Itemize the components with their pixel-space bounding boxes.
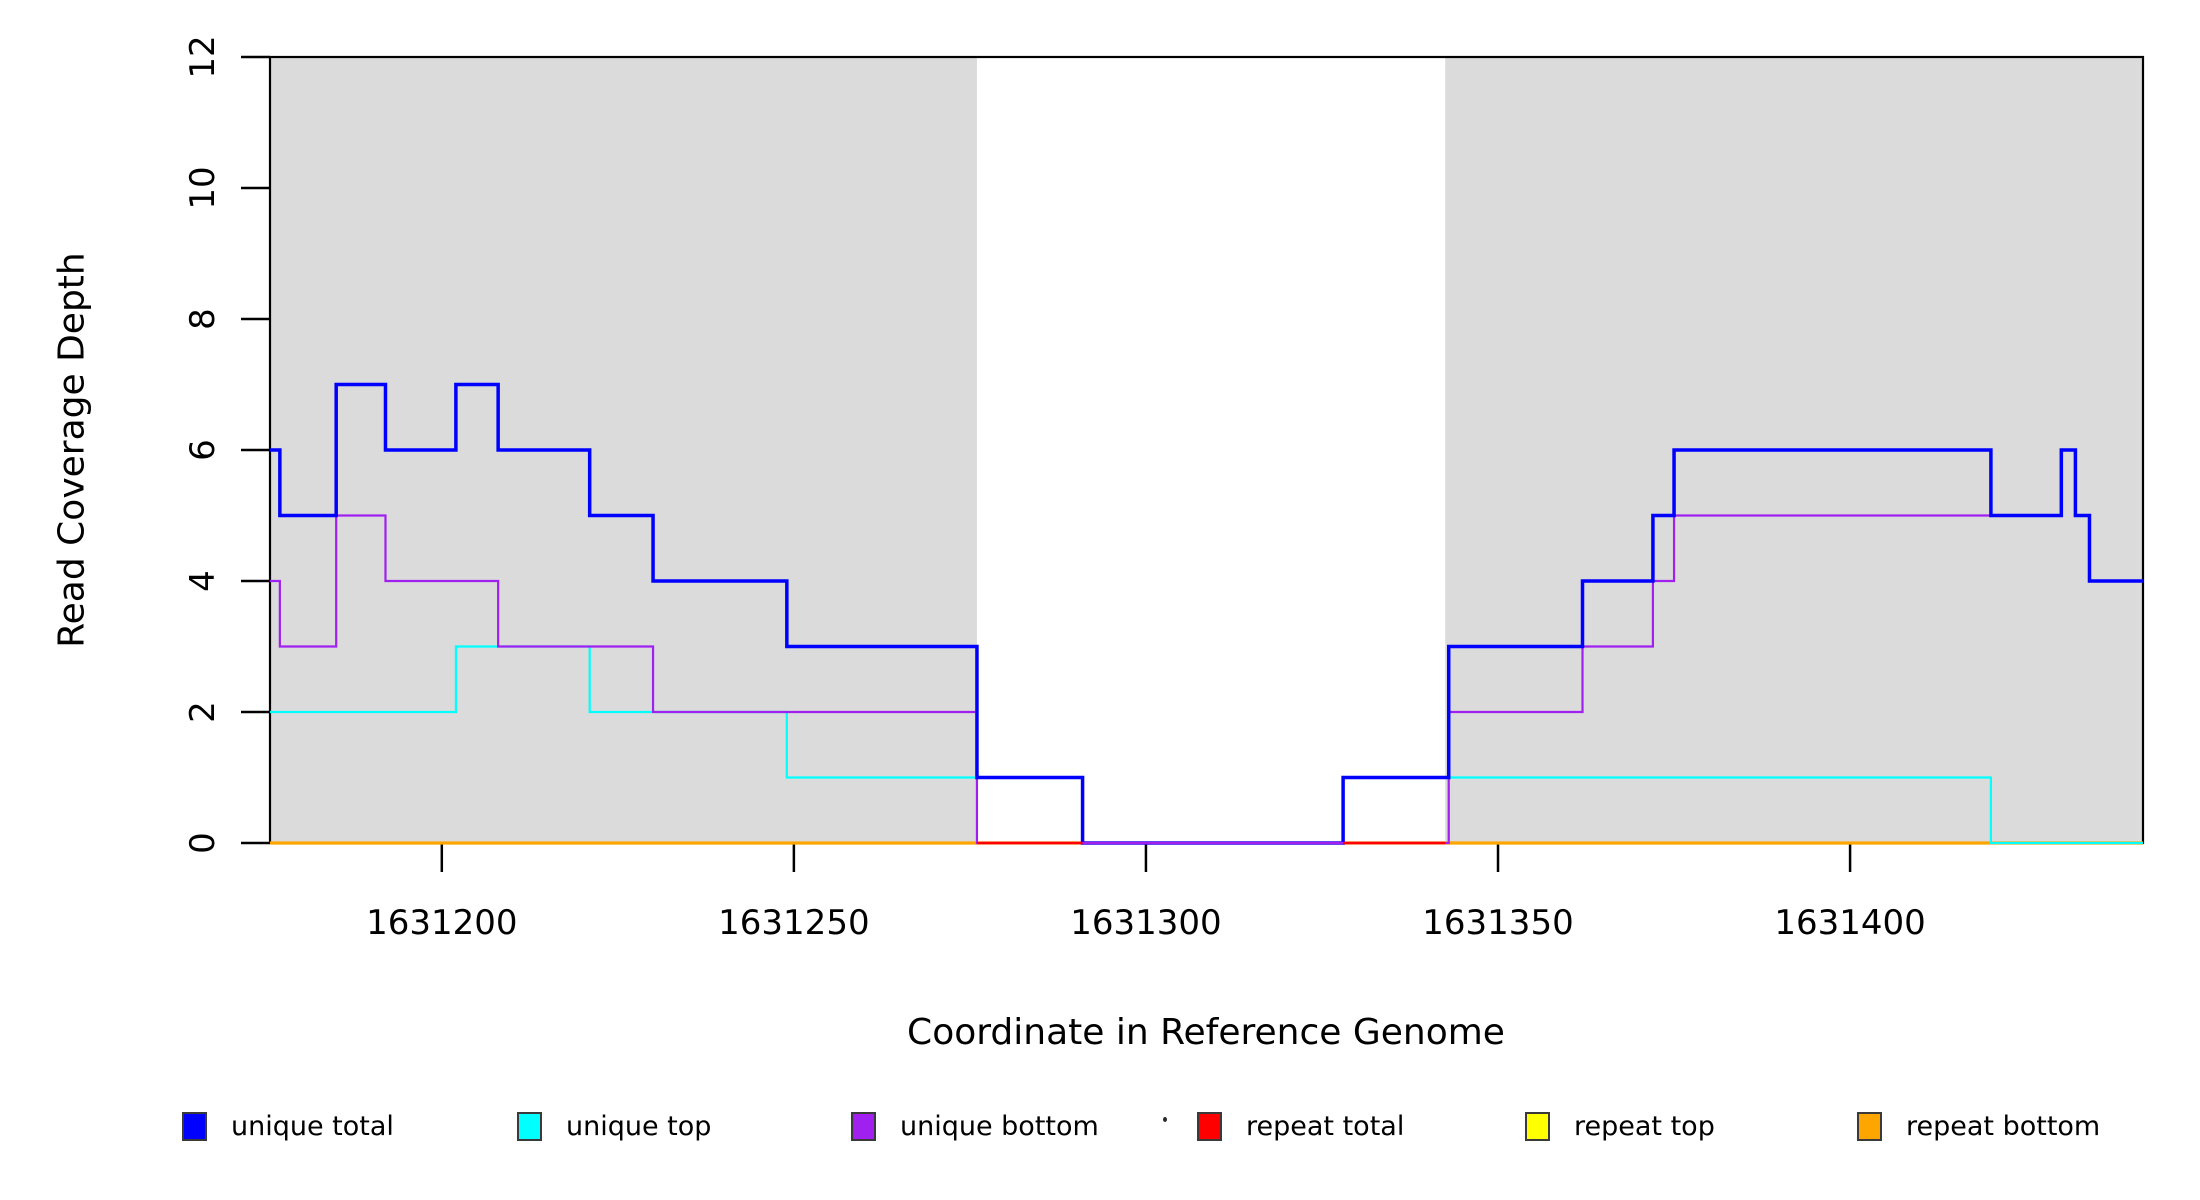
- unique-total-swatch-icon: [182, 1112, 207, 1141]
- unique-top-swatch-icon: [517, 1112, 542, 1141]
- stray-dot: [1163, 1117, 1167, 1122]
- legend-label: repeat total: [1246, 1111, 1405, 1142]
- svg-text:1631350: 1631350: [1422, 903, 1573, 943]
- svg-text:1631400: 1631400: [1774, 903, 1925, 943]
- svg-text:10: 10: [183, 166, 223, 209]
- unique-bottom-swatch-icon: [851, 1112, 876, 1141]
- legend-item-unique-top: unique top: [517, 1112, 711, 1141]
- repeat-total-swatch-icon: [1197, 1112, 1222, 1141]
- svg-text:8: 8: [183, 308, 223, 330]
- y-axis-title: Read Coverage Depth: [51, 252, 93, 648]
- x-axis-title: Coordinate in Reference Genome: [907, 1012, 1505, 1053]
- repeat-top-swatch-icon: [1525, 1112, 1550, 1141]
- svg-text:0: 0: [183, 832, 223, 854]
- svg-text:2: 2: [183, 701, 223, 723]
- repeat-bottom-swatch-icon: [1857, 1112, 1882, 1141]
- legend-label: repeat bottom: [1906, 1111, 2101, 1142]
- legend-label: unique top: [566, 1111, 712, 1142]
- legend-item-repeat-total: repeat total: [1197, 1112, 1404, 1141]
- legend-item-unique-total: unique total: [182, 1112, 394, 1141]
- svg-text:1631200: 1631200: [366, 903, 517, 943]
- svg-text:6: 6: [183, 439, 223, 461]
- legend-label: unique total: [231, 1111, 394, 1142]
- svg-text:1631300: 1631300: [1070, 903, 1221, 943]
- legend-item-repeat-top: repeat top: [1525, 1112, 1715, 1141]
- legend-item-repeat-bottom: repeat bottom: [1857, 1112, 2100, 1141]
- svg-text:12: 12: [183, 35, 223, 78]
- svg-text:1631250: 1631250: [718, 903, 869, 943]
- legend-label: repeat top: [1574, 1111, 1715, 1142]
- legend-label: unique bottom: [900, 1111, 1099, 1142]
- legend-item-unique-bottom: unique bottom: [851, 1112, 1099, 1141]
- svg-text:4: 4: [183, 570, 223, 592]
- coverage-step-chart: 1631200 1631250 1631300 1631350 1631400 0 2 4 6 8…: [183, 35, 2145, 943]
